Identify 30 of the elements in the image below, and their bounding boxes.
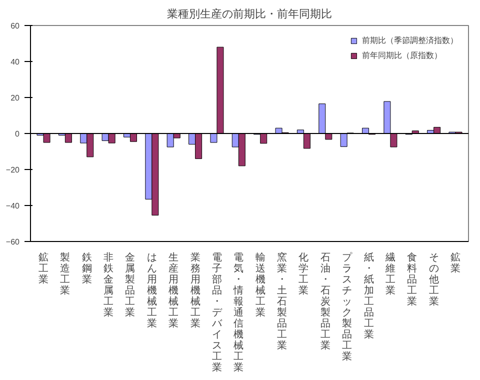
category-label: 電子部品・デバイス工業 — [212, 252, 222, 374]
x-tick-label: 金属製品工業 — [125, 252, 136, 318]
x-tick-label: 鉱工業 — [38, 252, 49, 286]
x-tick-label: はん用機械工業 — [146, 252, 157, 330]
y-tick-label: −60 — [6, 238, 20, 246]
y-tick-label: 60 — [10, 22, 20, 30]
y-tick-label: −40 — [6, 202, 20, 210]
x-tick-label: 紙・紙加工品工業 — [364, 252, 374, 340]
x-tick-label: その他工業 — [428, 252, 439, 308]
x-tick-label: 生産用機械工業 — [168, 252, 179, 330]
y-tick-label: 20 — [10, 94, 20, 102]
x-tick-label: 食料品工業 — [407, 252, 418, 308]
category-label: 窯業・土石製品工業 — [277, 252, 288, 352]
x-tick-label: 製造工業 — [60, 252, 70, 296]
category-label: 電気・情報通信機械工業 — [234, 252, 244, 374]
category-label: プラスチック製品工業 — [342, 252, 352, 362]
x-tick-label: 鉄鋼業 — [82, 252, 92, 286]
x-tick-label: 化学工業 — [298, 252, 309, 296]
chart-title: 業種別生産の前期比・前年同期比 — [167, 8, 332, 20]
y-tick-label: −20 — [6, 166, 20, 174]
y-tick-label: 0 — [15, 130, 20, 138]
category-label: 石油・石炭製品工業 — [320, 252, 330, 352]
x-tick-label: 業務用機械工業 — [190, 252, 200, 330]
legend-label: 前期比（季節調整済指数） — [362, 35, 458, 46]
y-tick-label: 40 — [10, 58, 20, 66]
x-tick-label: 鉱業 — [450, 252, 460, 274]
x-tick-label: 輸送機械工業 — [255, 252, 266, 318]
x-tick-label: 非鉄金属工業 — [104, 252, 114, 318]
x-tick-label: 繊維工業 — [384, 252, 396, 296]
legend-label: 前年同期比（原指数） — [362, 50, 442, 61]
